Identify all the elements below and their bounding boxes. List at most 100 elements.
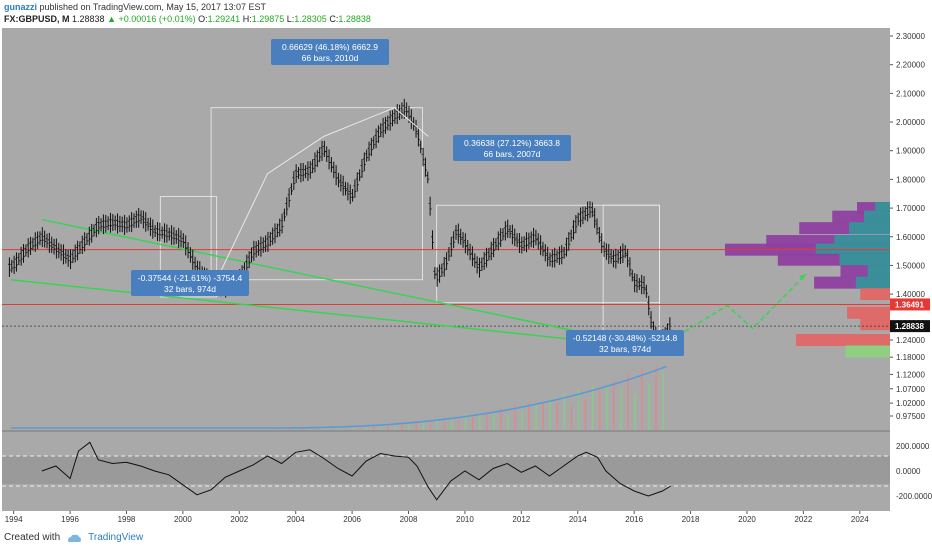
measure-label-line1: -0.37544 (-21.61%) -3754.4 [138,273,243,283]
price-tick-label: 1.90000 [896,147,925,156]
volume-bar [479,414,481,430]
time-tick-label: 2016 [625,515,643,524]
time-tick-label: 2018 [682,515,700,524]
volume-bar [422,421,425,430]
volume-bar [436,419,439,430]
volume-bar [535,405,537,430]
time-axis[interactable]: 1994 1996 1998 2000 2002 2004 2006 2008 2010 2012… [5,511,870,524]
volume-bar [605,386,608,430]
low-value: 1.28305 [294,14,327,24]
price-tick-label: 0.97500 [896,412,925,421]
projection-line [670,273,807,341]
oscillator-tick-label: -200.0000 [896,492,932,501]
price-tick-label: 1.50000 [896,261,925,270]
symbol-label: FX:GBPUSD, M [4,14,70,24]
price-tick-label: 1.80000 [896,175,925,184]
volume-profile-bar [864,210,890,223]
time-tick-label: 2014 [569,515,587,524]
volume-bar [323,429,326,430]
price-axis-label: 1.28838 [895,322,924,331]
volume-bars [10,365,667,430]
measure-box [210,107,424,281]
tradingview-brand[interactable]: TradingView [88,532,144,543]
publish-info: gunazzi published on TradingView.com, Ma… [4,2,266,12]
volume-bar [528,402,530,430]
author-link[interactable]: gunazzi [4,2,37,12]
measure-label-line2: 66 bars, 2010d [302,53,359,63]
measure-label-line2: 32 bars, 974d [599,344,651,354]
volume-profile-bar [855,276,890,289]
volume-bar [309,429,312,430]
time-tick-label: 2010 [456,515,474,524]
time-tick-label: 2004 [287,515,305,524]
volume-bar [464,415,467,430]
volume-bar [542,402,544,430]
measure-label-line1: 0.36638 (27.12%) 3663.8 [464,138,560,148]
time-tick-label: 2024 [851,515,869,524]
price-tick-label: 2.20000 [896,61,925,70]
volume-profile [725,202,890,358]
volume-bar [634,393,636,430]
volume-bar [302,429,305,430]
time-tick-label: 2000 [174,515,192,524]
volume-profile-bar [860,288,890,301]
volume-bar [627,373,629,430]
price-axis-label-bg [890,298,930,311]
volume-bar [295,429,298,430]
volume-bar [514,405,516,430]
oscillator-band [2,456,890,484]
volume-profile-bar [845,345,890,358]
price-tick-label: 1.07000 [896,385,925,394]
published-text: published on TradingView.com, May 15, 20… [39,2,266,12]
volume-bar [507,414,509,430]
volume-ma-line [10,365,667,429]
volume-profile-bar [860,318,890,331]
trend-lines[interactable] [10,218,660,350]
trend-line [41,218,660,350]
time-tick-label: 2006 [343,515,361,524]
volume-bar [570,405,573,430]
high-value: 1.29875 [251,14,285,24]
volume-bar [408,424,411,430]
time-tick-label: 1996 [61,515,79,524]
volume-bar [549,399,552,430]
measure-label-line1: 0.66629 (46.18%) 6662.9 [282,42,378,52]
price-labels: 1.36491 1.28838 [890,298,930,333]
time-tick-label: 2002 [230,515,248,524]
volume-bar [316,429,319,430]
open-value: 1.29241 [207,14,241,24]
projection-path[interactable] [670,273,807,341]
volume-bar [598,390,601,430]
volume-bar [471,416,474,430]
volume-profile-bar [839,253,890,266]
price-series [7,98,672,350]
price-tick-label: 1.18000 [896,353,925,362]
volume-bar [662,370,664,430]
price-tick-label: 2.30000 [896,32,925,41]
open-label: O: [198,14,208,24]
ohlc-legend: FX:GBPUSD, M 1.28838 ▲ +0.00016 (+0.01%)… [4,14,371,24]
volume-bar [556,402,559,430]
price-axis[interactable]: 2.30000 2.20000 2.10000 2.00000 1.90000 1.800… [890,32,925,421]
volume-bar [493,413,495,430]
volume-bar [613,381,615,430]
volume-bar [338,428,340,430]
time-tick-label: 2008 [400,515,418,524]
volume-bar [366,427,368,430]
time-tick-label: 2020 [738,515,756,524]
volume-bar [591,386,594,430]
price-tick-label: 1.02000 [896,399,925,408]
volume-bar [415,422,418,430]
volume-bar [641,368,643,430]
price-tick-label: 1.40000 [896,290,925,299]
volume-profile-bar [867,265,890,278]
volume-bar [584,399,587,430]
price-tick-label: 2.00000 [896,118,925,127]
volume-bar [401,423,403,430]
up-arrow-icon: ▲ [107,14,117,24]
main-pane[interactable] [2,28,890,431]
created-with-text: Created with [4,532,61,543]
measure-label-box [131,270,249,296]
volume-bar [655,366,657,430]
